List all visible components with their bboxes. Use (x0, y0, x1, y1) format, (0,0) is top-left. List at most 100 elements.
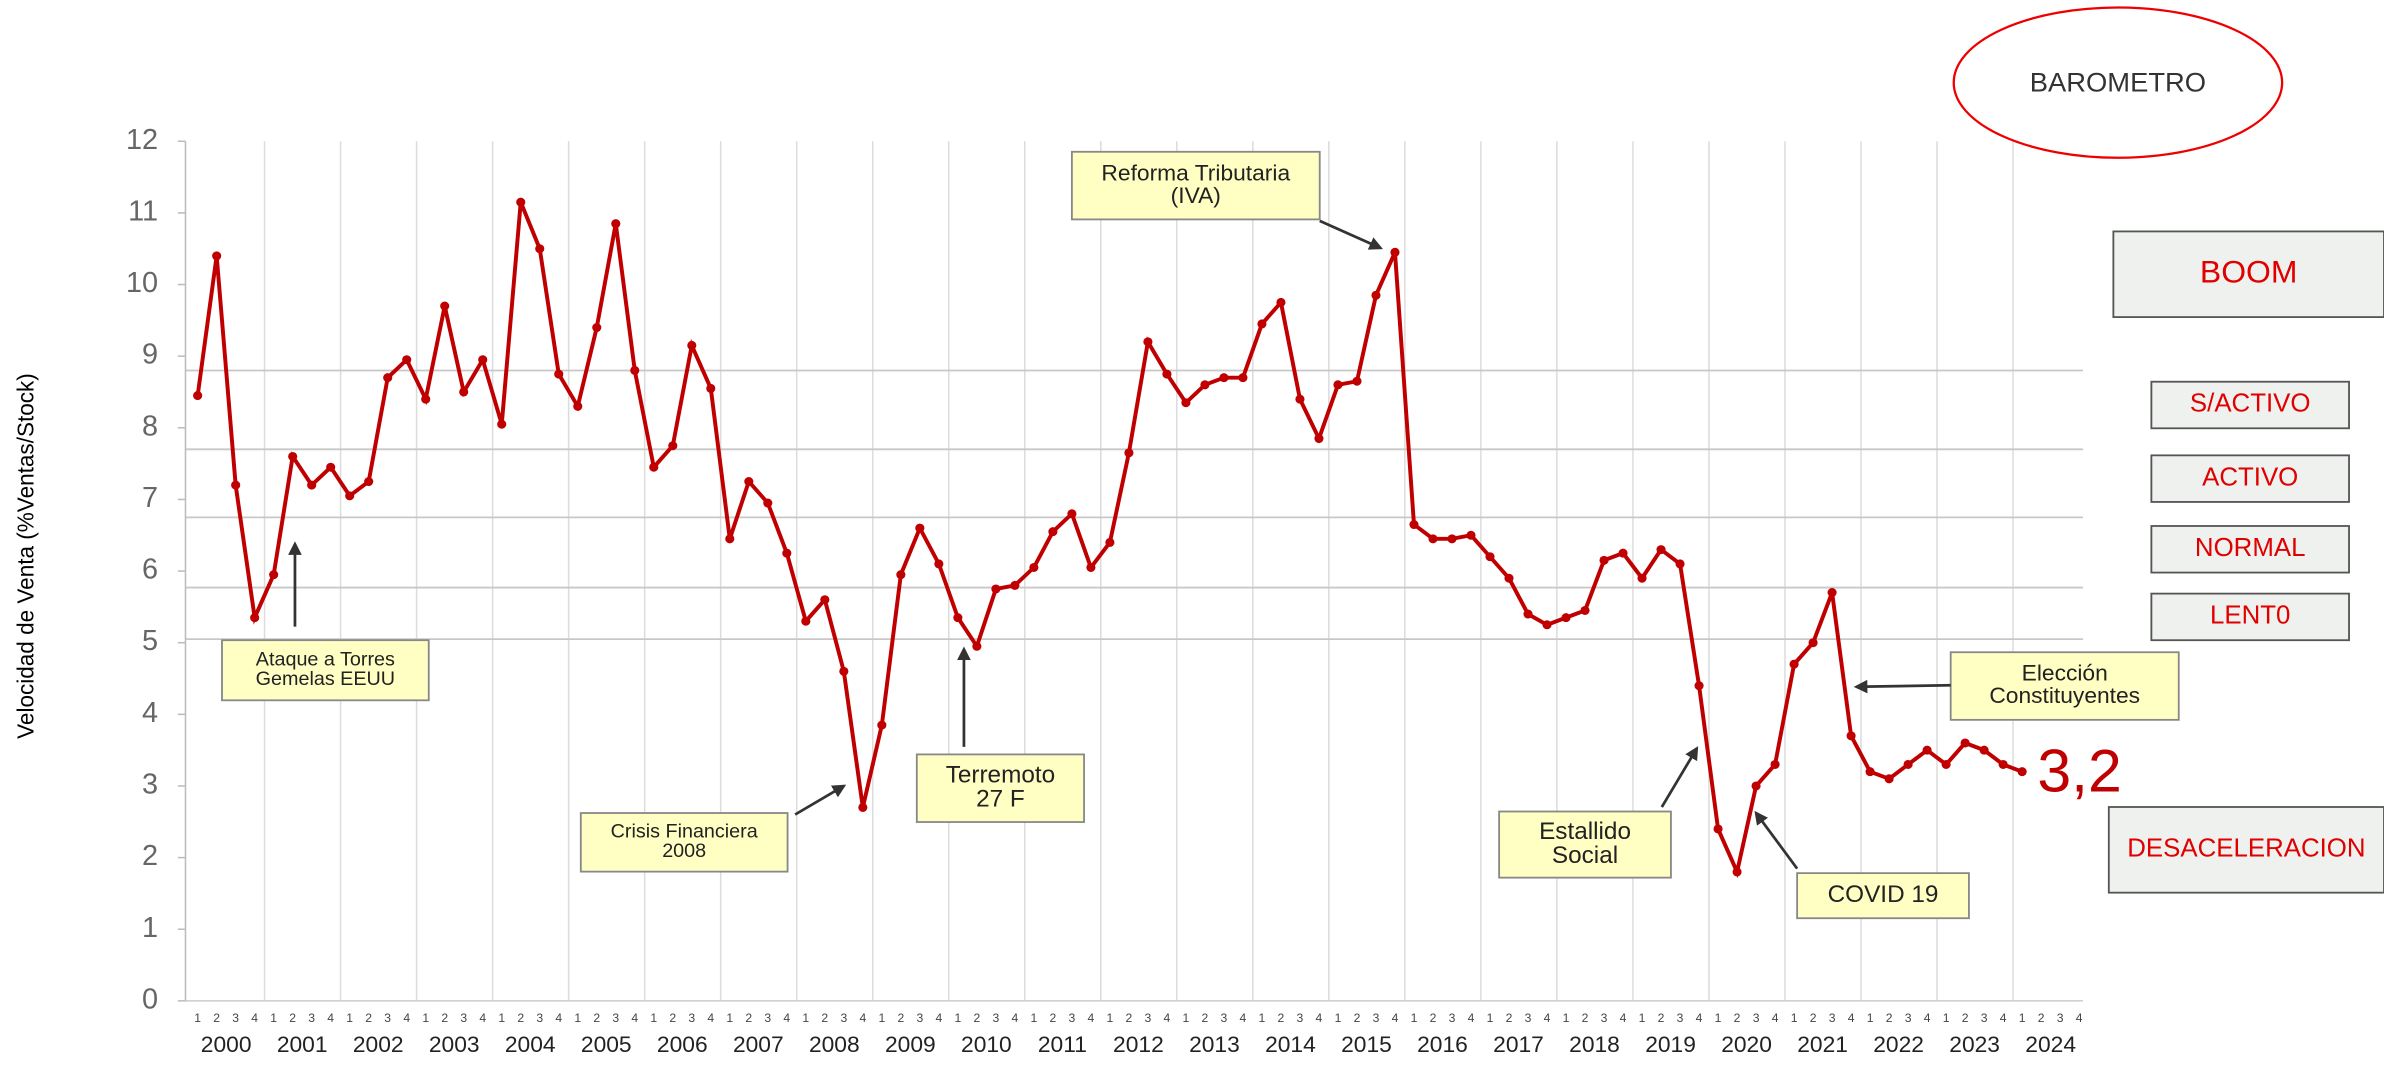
x-tick-label: 4 (2000, 1011, 2007, 1025)
data-point (934, 559, 944, 569)
x-tick-label: 3 (1449, 1011, 1456, 1025)
x-tick-label: 3 (1677, 1011, 1684, 1025)
annotation-arrow (1754, 810, 1799, 870)
data-point (288, 451, 298, 461)
x-tick-label: 4 (859, 1011, 866, 1025)
x-tick-label: 4 (1696, 1011, 1703, 1025)
x-tick-label: 2 (1278, 1011, 1285, 1025)
x-tick-label: 2 (517, 1011, 524, 1025)
x-tick-label: 1 (1487, 1011, 1494, 1025)
data-point (250, 613, 260, 623)
data-point (972, 641, 982, 651)
x-year-label: 2003 (429, 1031, 480, 1057)
x-tick-label: 4 (1240, 1011, 1247, 1025)
x-year-label: 2015 (1341, 1031, 1392, 1057)
data-point (1827, 588, 1837, 598)
x-tick-label: 2 (289, 1011, 296, 1025)
data-point (573, 401, 583, 411)
annotation-text: Estallido (1539, 818, 1631, 845)
data-point (1656, 545, 1666, 555)
x-tick-label: 2 (669, 1011, 676, 1025)
x-tick-label: 2 (1126, 1011, 1133, 1025)
x-tick-label: 4 (1924, 1011, 1931, 1025)
data-point (1504, 573, 1514, 583)
barometer-level: LENT0 (2210, 602, 2290, 630)
barometer-box (2150, 592, 2350, 642)
annotation-arrow (1853, 679, 1951, 694)
x-tick-label: 4 (1088, 1011, 1095, 1025)
x-tick-label: 2 (1050, 1011, 1057, 1025)
data-point (1789, 659, 1799, 669)
x-year-label: 2010 (961, 1031, 1012, 1057)
annotation-box (915, 753, 1085, 823)
data-point (1428, 534, 1438, 544)
data-point (1086, 562, 1096, 572)
x-tick-label: 1 (1715, 1011, 1722, 1025)
x-tick-label: 3 (840, 1011, 847, 1025)
x-tick-label: 4 (479, 1011, 486, 1025)
data-point (1124, 448, 1134, 458)
x-tick-label: 2 (1506, 1011, 1513, 1025)
data-point (345, 491, 355, 501)
data-point (782, 548, 792, 558)
x-tick-label: 2 (1734, 1011, 1741, 1025)
data-point (1637, 573, 1647, 583)
data-point (1333, 380, 1343, 390)
annotation-arrow (1660, 746, 1699, 808)
x-year-label: 2006 (657, 1031, 708, 1057)
annotation-box (1498, 810, 1672, 879)
x-tick-label: 4 (1772, 1011, 1779, 1025)
data-point (1257, 319, 1267, 329)
x-tick-label: 1 (1563, 1011, 1570, 1025)
barometer-box (2112, 230, 2384, 318)
x-tick-label: 2 (1962, 1011, 1969, 1025)
data-point (1409, 519, 1419, 530)
data-point (1960, 738, 1970, 748)
data-point (478, 355, 488, 365)
annotation-box (579, 812, 789, 873)
annotation-text: Reforma Tributaria (1101, 159, 1290, 185)
barometer-ellipse (1952, 6, 2284, 159)
x-tick-label: 3 (1981, 1011, 1988, 1025)
x-tick-label: 3 (1221, 1011, 1228, 1025)
x-tick-label: 2 (1354, 1011, 1361, 1025)
x-tick-label: 2 (1582, 1011, 1589, 1025)
x-year-label: 2009 (885, 1031, 936, 1057)
data-point (1238, 373, 1248, 383)
data-point (1751, 781, 1761, 791)
data-point (535, 244, 545, 254)
data-point (801, 616, 811, 626)
data-point (497, 419, 507, 429)
data-point (1295, 394, 1305, 404)
x-tick-label: 3 (2057, 1011, 2064, 1025)
x-tick-label: 1 (802, 1011, 809, 1025)
x-tick-label: 3 (612, 1011, 619, 1025)
y-tick-label: 1 (142, 912, 158, 944)
x-tick-label: 3 (1145, 1011, 1152, 1025)
x-tick-label: 3 (1753, 1011, 1760, 1025)
data-point (269, 570, 279, 580)
x-tick-label: 3 (536, 1011, 543, 1025)
data-point (212, 251, 222, 261)
x-tick-label: 2 (821, 1011, 828, 1025)
data-point (668, 441, 678, 451)
annotation-arrow (794, 784, 847, 816)
x-tick-label: 2 (441, 1011, 448, 1025)
x-year-label: 2014 (1265, 1031, 1316, 1057)
data-point (1580, 605, 1590, 615)
y-tick-label: 9 (142, 339, 158, 371)
x-tick-label: 3 (460, 1011, 467, 1025)
data-point (326, 462, 336, 472)
data-point (744, 477, 754, 487)
x-tick-label: 1 (1867, 1011, 1874, 1025)
data-point (1542, 620, 1552, 630)
x-year-label: 2018 (1569, 1031, 1620, 1057)
x-year-label: 2012 (1113, 1031, 1164, 1057)
data-point (1200, 380, 1210, 390)
data-point (1922, 745, 1932, 755)
x-tick-label: 1 (1335, 1011, 1342, 1025)
data-point (991, 584, 1001, 594)
data-point (440, 301, 450, 311)
x-tick-label: 3 (1525, 1011, 1532, 1025)
